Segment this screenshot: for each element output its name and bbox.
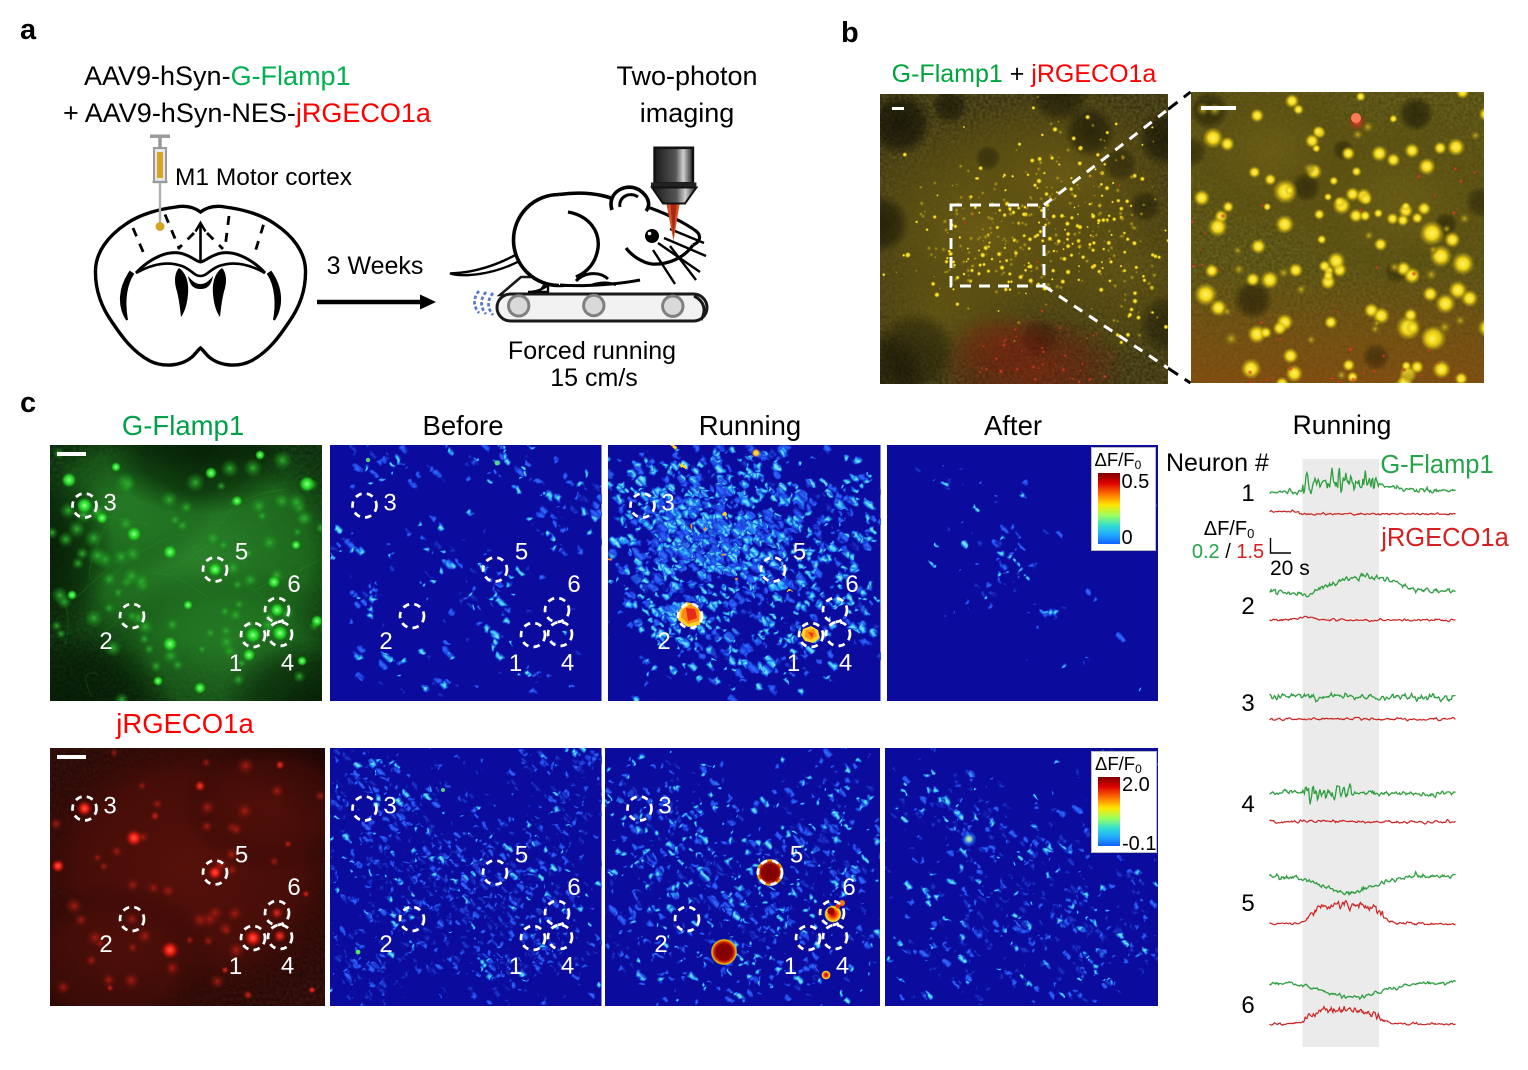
- svg-text:6: 6: [287, 874, 300, 901]
- svg-text:3: 3: [103, 490, 116, 517]
- svg-text:1: 1: [509, 650, 522, 677]
- svg-text:5: 5: [793, 539, 806, 566]
- svg-text:5: 5: [234, 539, 247, 566]
- svg-text:6: 6: [567, 874, 580, 901]
- svg-text:6: 6: [845, 571, 858, 598]
- svg-text:5: 5: [790, 842, 803, 869]
- svg-text:2: 2: [99, 628, 112, 655]
- svg-text:2: 2: [379, 628, 392, 655]
- svg-text:3: 3: [661, 490, 674, 517]
- svg-text:1: 1: [228, 953, 241, 980]
- svg-text:2: 2: [379, 931, 392, 958]
- svg-text:4: 4: [280, 953, 293, 980]
- svg-text:1: 1: [787, 650, 800, 677]
- svg-text:3: 3: [383, 490, 396, 517]
- svg-text:1: 1: [228, 650, 241, 677]
- svg-text:4: 4: [561, 650, 574, 677]
- svg-text:3: 3: [658, 793, 671, 820]
- svg-text:2: 2: [657, 628, 670, 655]
- svg-text:4: 4: [836, 953, 849, 980]
- svg-text:6: 6: [842, 874, 855, 901]
- svg-text:4: 4: [280, 650, 293, 677]
- svg-text:5: 5: [234, 842, 247, 869]
- svg-text:4: 4: [839, 650, 852, 677]
- svg-text:6: 6: [567, 571, 580, 598]
- svg-text:3: 3: [103, 793, 116, 820]
- svg-text:5: 5: [515, 842, 528, 869]
- svg-text:1: 1: [784, 953, 797, 980]
- svg-text:4: 4: [561, 953, 574, 980]
- svg-text:1: 1: [509, 953, 522, 980]
- svg-text:5: 5: [515, 539, 528, 566]
- svg-text:6: 6: [287, 571, 300, 598]
- svg-text:3: 3: [383, 793, 396, 820]
- svg-text:2: 2: [99, 931, 112, 958]
- svg-text:2: 2: [654, 931, 667, 958]
